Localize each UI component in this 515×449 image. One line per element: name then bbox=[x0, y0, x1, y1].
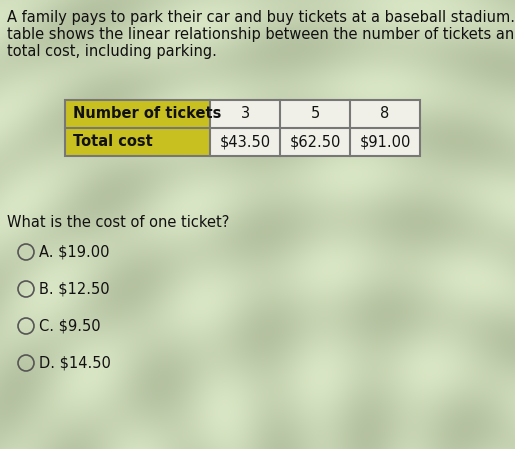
Bar bbox=[65, 100, 420, 156]
Text: What is the cost of one ticket?: What is the cost of one ticket? bbox=[7, 215, 229, 230]
Text: 8: 8 bbox=[381, 106, 390, 122]
Text: A. $19.00: A. $19.00 bbox=[39, 245, 110, 260]
Text: $43.50: $43.50 bbox=[219, 135, 270, 150]
Text: total cost, including parking.: total cost, including parking. bbox=[7, 44, 217, 59]
Text: C. $9.50: C. $9.50 bbox=[39, 318, 100, 334]
Bar bbox=[65, 100, 420, 156]
Text: D. $14.50: D. $14.50 bbox=[39, 356, 111, 370]
Text: table shows the linear relationship between the number of tickets and the: table shows the linear relationship betw… bbox=[7, 27, 515, 42]
Text: $91.00: $91.00 bbox=[359, 135, 410, 150]
Text: Total cost: Total cost bbox=[73, 135, 153, 150]
Text: B. $12.50: B. $12.50 bbox=[39, 282, 110, 296]
Text: Number of tickets: Number of tickets bbox=[73, 106, 221, 122]
Text: 5: 5 bbox=[311, 106, 320, 122]
Bar bbox=[65, 100, 210, 156]
Text: $62.50: $62.50 bbox=[289, 135, 341, 150]
Text: 3: 3 bbox=[241, 106, 250, 122]
Text: A family pays to park their car and buy tickets at a baseball stadium. The: A family pays to park their car and buy … bbox=[7, 10, 515, 25]
